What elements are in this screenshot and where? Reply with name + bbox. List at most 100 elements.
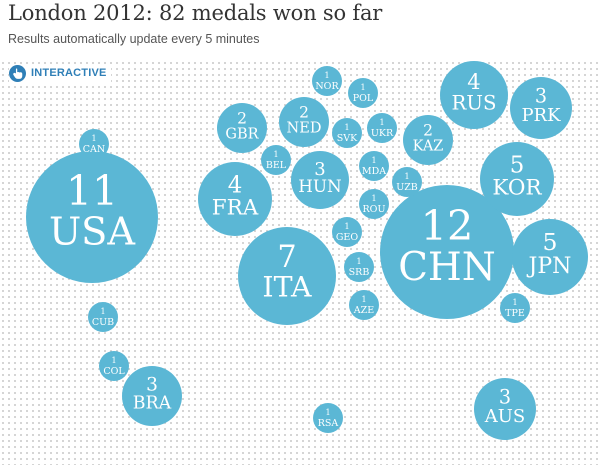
bubble-circle <box>367 113 397 143</box>
bubble-country-code: FRA <box>212 196 259 221</box>
bubble-circle <box>474 378 536 440</box>
bubble-country-code: SVK <box>337 133 358 144</box>
bubble-medal-count: 7 <box>277 240 296 275</box>
bubble-medal-count: 1 <box>361 295 366 304</box>
bubble-medal-count: 1 <box>344 222 349 231</box>
bubble-country-code: CAN <box>83 144 105 155</box>
page-subtitle: Results automatically update every 5 min… <box>8 32 260 46</box>
bubble-circle <box>313 403 343 433</box>
bubble-circle <box>99 351 129 381</box>
bubble-country-code: COL <box>103 366 125 377</box>
bubble-medal-count: 3 <box>146 375 158 396</box>
bubble-medal-count: 2 <box>299 104 309 122</box>
bubble-country-code: MDA <box>362 166 386 177</box>
bubble-circle <box>510 77 572 139</box>
header: London 2012: 82 medals won so far Result… <box>0 0 600 62</box>
bubble-country-code: CUB <box>92 317 114 328</box>
bubble-medal-count: 2 <box>237 110 247 128</box>
bubble-circle <box>512 219 588 295</box>
bubble-country-code: TPE <box>505 308 525 319</box>
bubble-circle <box>359 151 389 181</box>
bubble-circle <box>291 151 349 209</box>
bubble-medal-count: 1 <box>344 123 349 132</box>
bubble-country-code: BEL <box>266 160 287 171</box>
bubble-country-code: SRB <box>349 267 370 278</box>
bubble-country-code: NED <box>287 121 322 137</box>
bubble-country-code: UKR <box>371 128 394 139</box>
bubble-medal-count: 1 <box>360 83 365 92</box>
bubble-circle <box>122 366 182 426</box>
bubble-country-code: CHN <box>398 245 496 290</box>
bubble-country-code: ITA <box>262 271 312 304</box>
bubble-medal-count: 1 <box>100 307 105 316</box>
bubble-circle <box>261 145 291 175</box>
bubble-country-code: GEO <box>336 232 359 243</box>
bubble-circle <box>348 78 378 108</box>
bubble-medal-count: 3 <box>314 159 325 180</box>
bubble-medal-count: 4 <box>467 69 480 94</box>
bubble-country-code: JPN <box>527 254 572 279</box>
bubble-country-code: KAZ <box>413 139 444 155</box>
bubble-medal-count: 3 <box>499 385 511 408</box>
bubble-circle <box>332 118 362 148</box>
bubble-circle <box>88 302 118 332</box>
bubble-country-code: GBR <box>225 127 259 143</box>
bubble-circle <box>359 189 389 219</box>
bubble-circle <box>380 185 514 319</box>
bubble-country-code: HUN <box>298 176 342 196</box>
bubble-circle <box>403 115 453 165</box>
bubble-medal-count: 1 <box>379 118 384 127</box>
bubble-country-code: BRA <box>133 394 172 414</box>
bubble-circle <box>332 217 362 247</box>
bubble-circle <box>349 290 379 320</box>
bubble-circle <box>238 227 336 325</box>
bubble-medal-count: 1 <box>111 356 116 365</box>
bubble-country-code: PRK <box>521 105 561 126</box>
bubble-country-code: RUS <box>452 91 497 114</box>
bubble-circle <box>198 162 272 236</box>
bubble-medal-count: 1 <box>404 172 409 181</box>
bubble-medal-count: 1 <box>356 257 361 266</box>
pointing-hand-icon <box>9 64 26 82</box>
bubble-medal-count: 3 <box>535 84 547 107</box>
bubble-circle <box>26 151 158 283</box>
bubble-medal-count: 1 <box>371 194 376 203</box>
bubble-medal-count: 5 <box>543 228 558 256</box>
interactive-badge[interactable]: INTERACTIVE <box>9 64 111 82</box>
bubble-country-code: NOR <box>315 81 339 92</box>
bubble-country-code: USA <box>49 210 136 255</box>
bubble-circle <box>312 66 342 96</box>
bubble-circle <box>217 103 267 153</box>
